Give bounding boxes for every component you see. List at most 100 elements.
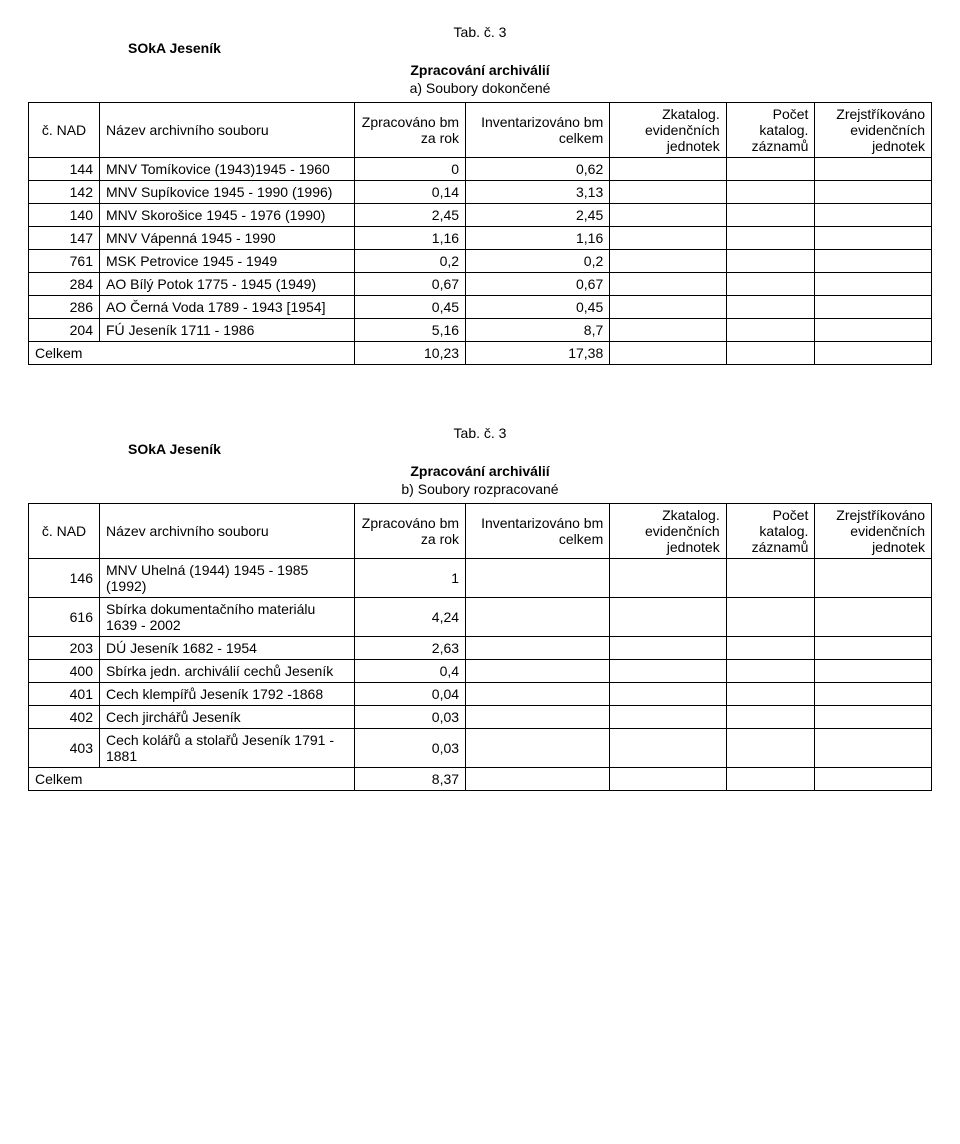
cell-pocet bbox=[726, 598, 815, 637]
table-header-row: č. NAD Název archivního souboru Zpracová… bbox=[29, 504, 932, 559]
cell-inv bbox=[466, 706, 610, 729]
cell-zkat bbox=[610, 273, 726, 296]
cell-pocet bbox=[726, 706, 815, 729]
table-a: č. NAD Název archivního souboru Zpracová… bbox=[28, 102, 932, 365]
th-zrej: Zrejstříkováno evidenčních jednotek bbox=[815, 504, 932, 559]
total-inv-a: 17,38 bbox=[466, 342, 610, 365]
table-row: 147MNV Vápenná 1945 - 19901,161,16 bbox=[29, 227, 932, 250]
tab-number-a: Tab. č. 3 bbox=[28, 24, 932, 40]
cell-nad: 286 bbox=[29, 296, 100, 319]
cell-pocet bbox=[726, 204, 815, 227]
cell-pocet bbox=[726, 158, 815, 181]
cell-nad: 146 bbox=[29, 559, 100, 598]
cell-zrej bbox=[815, 250, 932, 273]
cell-name: DÚ Jeseník 1682 - 1954 bbox=[99, 637, 354, 660]
total-pocet-a bbox=[726, 342, 815, 365]
cell-inv bbox=[466, 683, 610, 706]
cell-inv: 2,45 bbox=[466, 204, 610, 227]
cell-nad: 147 bbox=[29, 227, 100, 250]
table-row: 142MNV Supíkovice 1945 - 1990 (1996)0,14… bbox=[29, 181, 932, 204]
cell-pocet bbox=[726, 729, 815, 768]
cell-nad: 203 bbox=[29, 637, 100, 660]
table-b: č. NAD Název archivního souboru Zpracová… bbox=[28, 503, 932, 791]
cell-name: Cech klempířů Jeseník 1792 -1868 bbox=[99, 683, 354, 706]
cell-inv: 0,45 bbox=[466, 296, 610, 319]
cell-inv: 1,16 bbox=[466, 227, 610, 250]
cell-nad: 144 bbox=[29, 158, 100, 181]
cell-nad: 402 bbox=[29, 706, 100, 729]
cell-nad: 142 bbox=[29, 181, 100, 204]
org-title-a: SOkA Jeseník bbox=[28, 40, 932, 56]
cell-zrej bbox=[815, 204, 932, 227]
cell-inv bbox=[466, 598, 610, 637]
cell-zkat bbox=[610, 181, 726, 204]
cell-nad: 284 bbox=[29, 273, 100, 296]
th-pocet: Počet katalog. záznamů bbox=[726, 103, 815, 158]
table-row: 616Sbírka dokumentačního materiálu 1639 … bbox=[29, 598, 932, 637]
cell-zrej bbox=[815, 181, 932, 204]
cell-pocet bbox=[726, 273, 815, 296]
table-header-row: č. NAD Název archivního souboru Zpracová… bbox=[29, 103, 932, 158]
cell-zrej bbox=[815, 683, 932, 706]
cell-nad: 400 bbox=[29, 660, 100, 683]
cell-name: AO Černá Voda 1789 - 1943 [1954] bbox=[99, 296, 354, 319]
cell-nad: 403 bbox=[29, 729, 100, 768]
cell-zprac: 0,04 bbox=[355, 683, 466, 706]
total-label-b: Celkem bbox=[29, 768, 355, 791]
th-name: Název archivního souboru bbox=[99, 504, 354, 559]
cell-nad: 140 bbox=[29, 204, 100, 227]
table-row: 400Sbírka jedn. archiválií cechů Jeseník… bbox=[29, 660, 932, 683]
total-zrej-a bbox=[815, 342, 932, 365]
section-title-b: Zpracování archiválií bbox=[28, 463, 932, 479]
table-row: 203DÚ Jeseník 1682 - 19542,63 bbox=[29, 637, 932, 660]
cell-pocet bbox=[726, 227, 815, 250]
table-row: 146MNV Uhelná (1944) 1945 - 1985 (1992)1 bbox=[29, 559, 932, 598]
cell-nad: 616 bbox=[29, 598, 100, 637]
cell-inv: 0,2 bbox=[466, 250, 610, 273]
cell-pocet bbox=[726, 559, 815, 598]
cell-zprac: 0 bbox=[355, 158, 466, 181]
cell-zprac: 2,45 bbox=[355, 204, 466, 227]
cell-name: Sbírka dokumentačního materiálu 1639 - 2… bbox=[99, 598, 354, 637]
th-inv: Inventarizováno bm celkem bbox=[466, 504, 610, 559]
cell-name: MSK Petrovice 1945 - 1949 bbox=[99, 250, 354, 273]
cell-zprac: 1 bbox=[355, 559, 466, 598]
org-title-b: SOkA Jeseník bbox=[28, 441, 932, 457]
th-zkat: Zkatalog. evidenčních jednotek bbox=[610, 504, 726, 559]
cell-nad: 401 bbox=[29, 683, 100, 706]
cell-name: Cech jirchářů Jeseník bbox=[99, 706, 354, 729]
table-row: 761MSK Petrovice 1945 - 19490,20,2 bbox=[29, 250, 932, 273]
cell-zprac: 1,16 bbox=[355, 227, 466, 250]
cell-zrej bbox=[815, 559, 932, 598]
cell-zprac: 0,4 bbox=[355, 660, 466, 683]
th-zkat: Zkatalog. evidenčních jednotek bbox=[610, 103, 726, 158]
cell-name: FÚ Jeseník 1711 - 1986 bbox=[99, 319, 354, 342]
table-row: 204FÚ Jeseník 1711 - 19865,168,7 bbox=[29, 319, 932, 342]
block-a: Tab. č. 3 SOkA Jeseník Zpracování archiv… bbox=[28, 24, 932, 365]
cell-zprac: 0,14 bbox=[355, 181, 466, 204]
table-row: 144MNV Tomíkovice (1943)1945 - 196000,62 bbox=[29, 158, 932, 181]
cell-pocet bbox=[726, 683, 815, 706]
th-zprac: Zpracováno bm za rok bbox=[355, 103, 466, 158]
cell-zkat bbox=[610, 250, 726, 273]
cell-pocet bbox=[726, 250, 815, 273]
cell-name: Sbírka jedn. archiválií cechů Jeseník bbox=[99, 660, 354, 683]
table-row: 140MNV Skorošice 1945 - 1976 (1990)2,452… bbox=[29, 204, 932, 227]
cell-zkat bbox=[610, 559, 726, 598]
total-zprac-a: 10,23 bbox=[355, 342, 466, 365]
cell-name: AO Bílý Potok 1775 - 1945 (1949) bbox=[99, 273, 354, 296]
cell-zkat bbox=[610, 683, 726, 706]
cell-zrej bbox=[815, 598, 932, 637]
cell-name: MNV Uhelná (1944) 1945 - 1985 (1992) bbox=[99, 559, 354, 598]
tab-number-b: Tab. č. 3 bbox=[28, 425, 932, 441]
cell-zkat bbox=[610, 660, 726, 683]
subsection-a: a) Soubory dokončené bbox=[28, 80, 932, 96]
total-zkat-a bbox=[610, 342, 726, 365]
cell-inv bbox=[466, 637, 610, 660]
subsection-b: b) Soubory rozpracované bbox=[28, 481, 932, 497]
th-nad: č. NAD bbox=[29, 103, 100, 158]
cell-pocet bbox=[726, 660, 815, 683]
cell-zkat bbox=[610, 158, 726, 181]
cell-name: MNV Vápenná 1945 - 1990 bbox=[99, 227, 354, 250]
table-row: 284AO Bílý Potok 1775 - 1945 (1949)0,670… bbox=[29, 273, 932, 296]
